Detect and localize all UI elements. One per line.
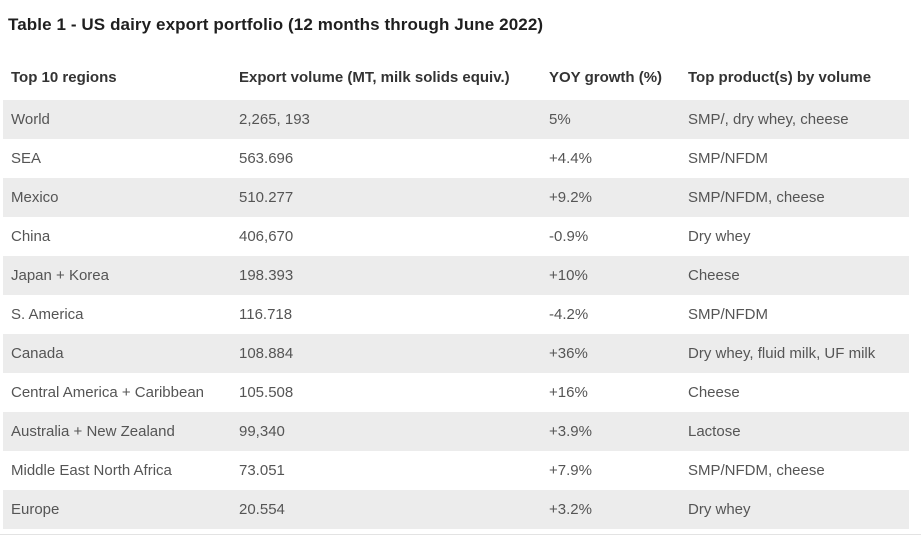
table-row: Australia + New Zealand 99,340 +3.9% Lactos… <box>3 412 909 451</box>
cell-yoy: +7.9% <box>549 462 592 479</box>
header-row: Top 10 regions Export volume (MT, milk s… <box>3 55 909 100</box>
cell-region: Australia + New Zealand <box>11 423 175 440</box>
cell-volume: 105.508 <box>239 384 294 401</box>
cell-products: Dry whey <box>688 228 751 245</box>
cell-yoy: -0.9% <box>549 228 589 245</box>
cell-yoy: +3.2% <box>549 501 592 518</box>
cell-yoy: +10% <box>549 267 588 284</box>
table-body: World 2,265, 193 5% SMP/, dry whey, cheese S… <box>3 100 909 529</box>
table-row: Mexico 510.277 +9.2% SMP/NFDM, cheese <box>3 178 909 217</box>
cell-yoy: +4.4% <box>549 150 592 167</box>
cell-yoy: +16% <box>549 384 588 401</box>
cell-volume: 20.554 <box>239 501 285 518</box>
table-row: World 2,265, 193 5% SMP/, dry whey, cheese <box>3 100 909 139</box>
cell-region: Middle East North Africa <box>11 462 172 479</box>
cell-yoy: 5% <box>549 111 571 128</box>
column-header-volume: Export volume (MT, milk solids equiv.) <box>231 55 541 100</box>
cell-products: SMP/NFDM, cheese <box>688 189 825 206</box>
page: Table 1 - US dairy export portfolio (12 … <box>0 15 921 535</box>
table-bottom-divider <box>0 534 921 535</box>
cell-volume: 116.718 <box>239 306 293 323</box>
cell-products: SMP/NFDM <box>688 150 768 167</box>
cell-volume: 2,265, 193 <box>239 111 310 128</box>
cell-volume: 563.696 <box>239 150 294 167</box>
cell-volume: 73.051 <box>239 462 285 479</box>
cell-region: S. America <box>11 306 84 323</box>
cell-products: Dry whey, fluid milk, UF milk <box>688 345 876 362</box>
cell-volume: 108.884 <box>239 345 294 362</box>
cell-products: Lactose <box>688 423 741 440</box>
dairy-export-table: Top 10 regions Export volume (MT, milk s… <box>3 55 909 529</box>
column-header-regions: Top 10 regions <box>3 55 231 100</box>
cell-volume: 406,670 <box>239 228 294 245</box>
cell-products: SMP/NFDM <box>688 306 768 323</box>
table-row: Europe 20.554 +3.2% Dry whey <box>3 490 909 529</box>
cell-yoy: +9.2% <box>549 189 592 206</box>
table-title: Table 1 - US dairy export portfolio (12 … <box>8 15 544 34</box>
cell-region: World <box>11 111 50 128</box>
table-row: S. America 116.718 -4.2% SMP/NFDM <box>3 295 909 334</box>
cell-products: SMP/, dry whey, cheese <box>688 111 849 128</box>
column-header-yoy: YOY growth (%) <box>541 55 680 100</box>
table-row: Japan + Korea 198.393 +10% Cheese <box>3 256 909 295</box>
cell-yoy: +3.9% <box>549 423 592 440</box>
cell-region: Japan + Korea <box>11 267 109 284</box>
table-header: Top 10 regions Export volume (MT, milk s… <box>3 55 909 100</box>
column-header-products: Top product(s) by volume <box>680 55 909 100</box>
cell-volume: 510.277 <box>239 189 294 206</box>
table-row: Canada 108.884 +36% Dry whey, fluid milk, U… <box>3 334 909 373</box>
cell-products: SMP/NFDM, cheese <box>688 462 825 479</box>
cell-volume: 198.393 <box>239 267 294 284</box>
cell-region: Central America + Caribbean <box>11 384 205 401</box>
cell-yoy: -4.2% <box>549 306 589 323</box>
cell-products: Cheese <box>688 384 740 401</box>
cell-products: Dry whey <box>688 501 751 518</box>
cell-region: Europe <box>11 501 60 518</box>
cell-region: Canada <box>11 345 64 362</box>
cell-region: Mexico <box>11 189 59 206</box>
table-row: Middle East North Africa 73.051 +7.9% SMP/N… <box>3 451 909 490</box>
cell-volume: 99,340 <box>239 423 285 440</box>
table-row: Central America + Caribbean 105.508 +16% Ch… <box>3 373 909 412</box>
table-row: SEA 563.696 +4.4% SMP/NFDM <box>3 139 909 178</box>
cell-yoy: +36% <box>549 345 588 362</box>
cell-region: China <box>11 228 51 245</box>
table-row: China 406,670 -0.9% Dry whey <box>3 217 909 256</box>
cell-products: Cheese <box>688 267 740 284</box>
cell-region: SEA <box>11 150 42 167</box>
